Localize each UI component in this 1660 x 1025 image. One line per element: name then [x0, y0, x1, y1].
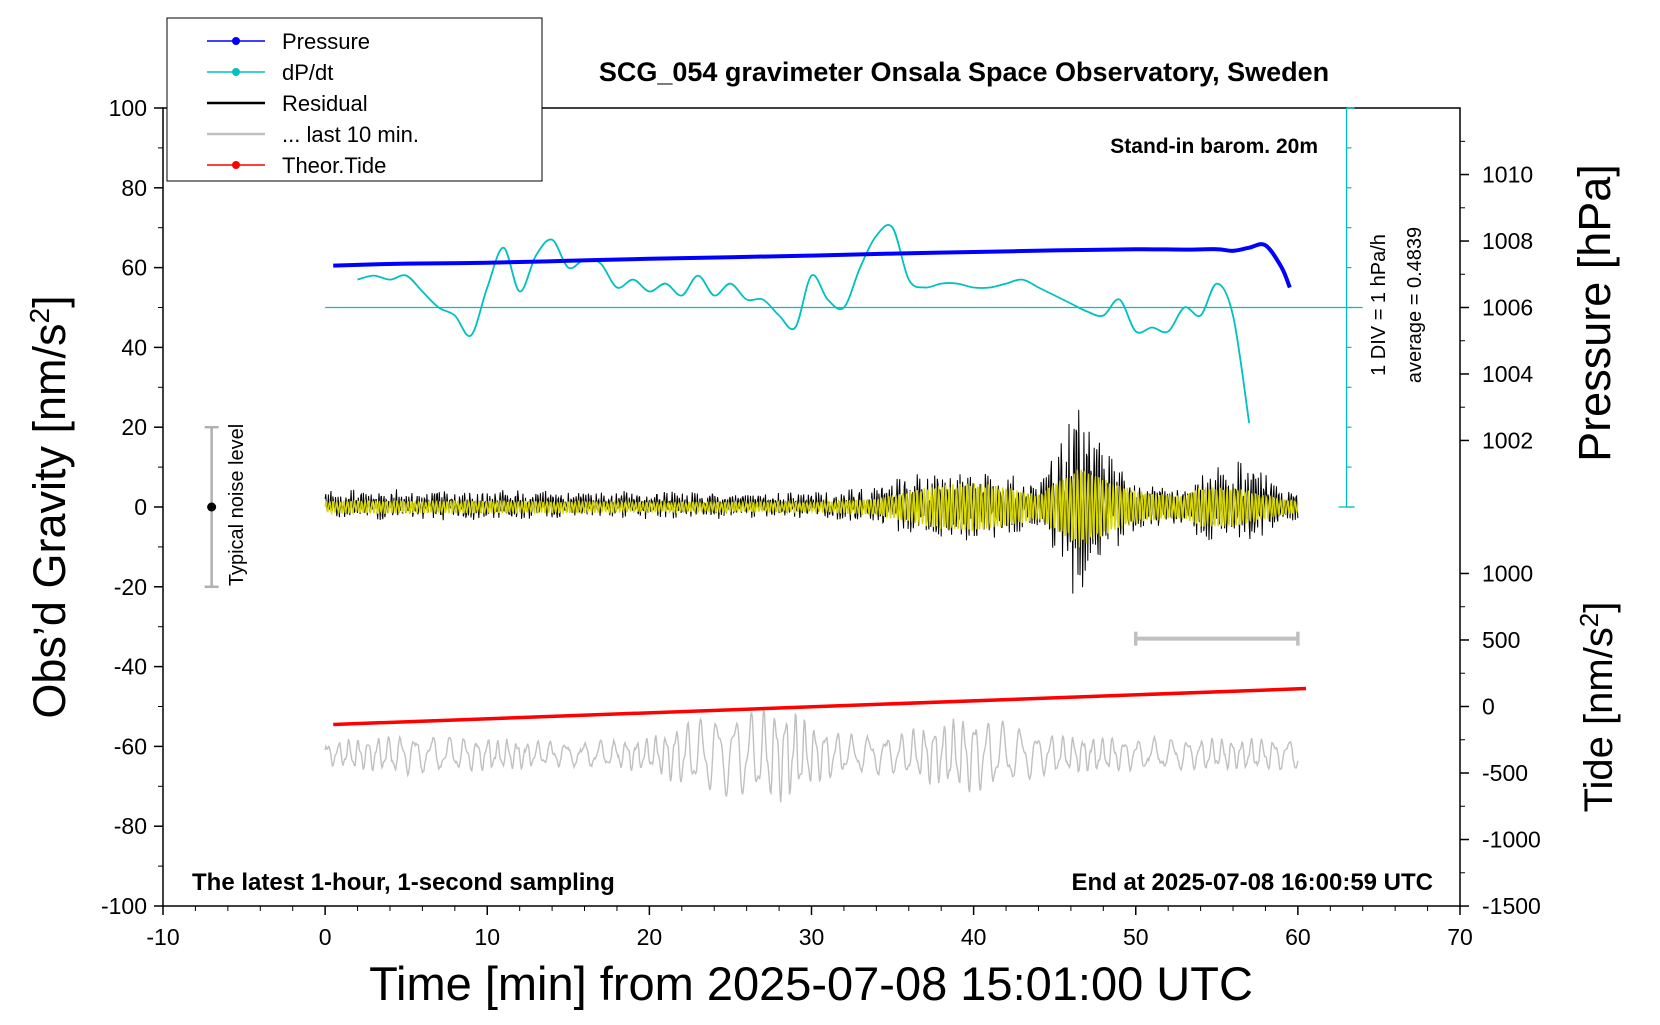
pressure-tick-label: 1004 [1482, 361, 1533, 387]
y-axis-label-tide-tail: ] [1577, 602, 1621, 613]
tide-tick-label: 1000 [1482, 560, 1533, 586]
theor-tide-line [333, 686, 1307, 727]
average-label: average = 0.4839 [1404, 227, 1426, 383]
pressure-tick-label: 1010 [1482, 162, 1533, 188]
div-label: 1 DIV = 1 hPa/h [1368, 234, 1390, 376]
tide-tick-label: -1500 [1482, 893, 1541, 919]
residual-line [324, 409, 1299, 594]
noise-label: Typical noise level [226, 424, 248, 586]
legend-box [166, 17, 543, 182]
pressure-line [333, 242, 1292, 289]
overlay-layer [204, 107, 1363, 646]
y-tick-label: -100 [101, 893, 147, 919]
legend-label: dP/dt [282, 60, 333, 85]
tide-tick-label: -1000 [1482, 827, 1541, 853]
y-tick-label: 20 [121, 414, 147, 440]
residual-filtered-line [324, 469, 1299, 548]
y-axis-label-tide: Tide [nm/s2] [1574, 602, 1621, 813]
legend-label: Residual [282, 91, 368, 116]
x-tick-label: 70 [1447, 924, 1473, 950]
y-axis-label-pressure: Pressure [hPa] [1569, 164, 1620, 462]
y-axis-label-tide-main: Tide [nm/s [1577, 627, 1621, 812]
legend: Pressure dP/dt Residual ... last 10 min. The… [166, 17, 543, 182]
pressure-tick-label: 1002 [1482, 427, 1533, 453]
y-tick-label: 0 [134, 494, 147, 520]
y-axis-label-left-sup: 2 [24, 308, 55, 324]
latest-label: The latest 1-hour, 1-second sampling [192, 869, 615, 896]
x-tick-label: -10 [146, 924, 179, 950]
x-tick-label: 0 [319, 924, 332, 950]
y-tick-label: -60 [114, 733, 147, 759]
legend-marker [232, 37, 240, 45]
chart-title: SCG_054 gravimeter Onsala Space Observat… [599, 57, 1329, 87]
axes-layer: -10 0 10 20 30 40 50 60 70100806040200-20-40-60-… [101, 95, 1541, 950]
y-axis-label-left: Obs’d Gravity [nm/s2] [24, 295, 75, 718]
y-tick-label: -20 [114, 574, 147, 600]
legend-marker [232, 161, 240, 169]
y-tick-label: -40 [114, 654, 147, 680]
pressure-tick-label: 1006 [1482, 295, 1533, 321]
x-tick-label: 20 [637, 924, 663, 950]
last-10-min-line [324, 708, 1299, 803]
y-tick-label: 80 [121, 175, 147, 201]
legend-label: ... last 10 min. [282, 122, 419, 147]
x-tick-label: 60 [1285, 924, 1311, 950]
series-layer [324, 224, 1307, 803]
dpdt-line [357, 224, 1251, 424]
x-tick-label: 10 [474, 924, 500, 950]
x-axis-label: Time [min] from 2025-07-08 15:01:00 UTC [369, 957, 1253, 1010]
y-tick-label: -80 [114, 813, 147, 839]
y-tick-label: 60 [121, 255, 147, 281]
tide-tick-label: -500 [1482, 760, 1528, 786]
legend-label: Pressure [282, 29, 370, 54]
y-axis-label-tide-sup: 2 [1574, 613, 1604, 627]
y-axis-label-left-main: Obs’d Gravity [nm/s [24, 324, 75, 719]
tide-tick-label: 500 [1482, 627, 1520, 653]
legend-marker [232, 68, 240, 76]
end-time-label: End at 2025-07-08 16:00:59 UTC [1072, 869, 1434, 896]
tide-tick-label: 0 [1482, 694, 1495, 720]
x-tick-label: 50 [1123, 924, 1149, 950]
noise-bar-dot [207, 502, 217, 512]
y-axis-label-left-tail: ] [24, 295, 75, 308]
stand-in-label: Stand-in barom. 20m [1110, 135, 1318, 158]
x-tick-label: 30 [799, 924, 825, 950]
y-tick-label: 40 [121, 334, 147, 360]
y-tick-label: 100 [109, 95, 147, 121]
legend-label: Theor.Tide [282, 153, 386, 178]
x-tick-label: 40 [961, 924, 987, 950]
pressure-tick-label: 1008 [1482, 228, 1533, 254]
